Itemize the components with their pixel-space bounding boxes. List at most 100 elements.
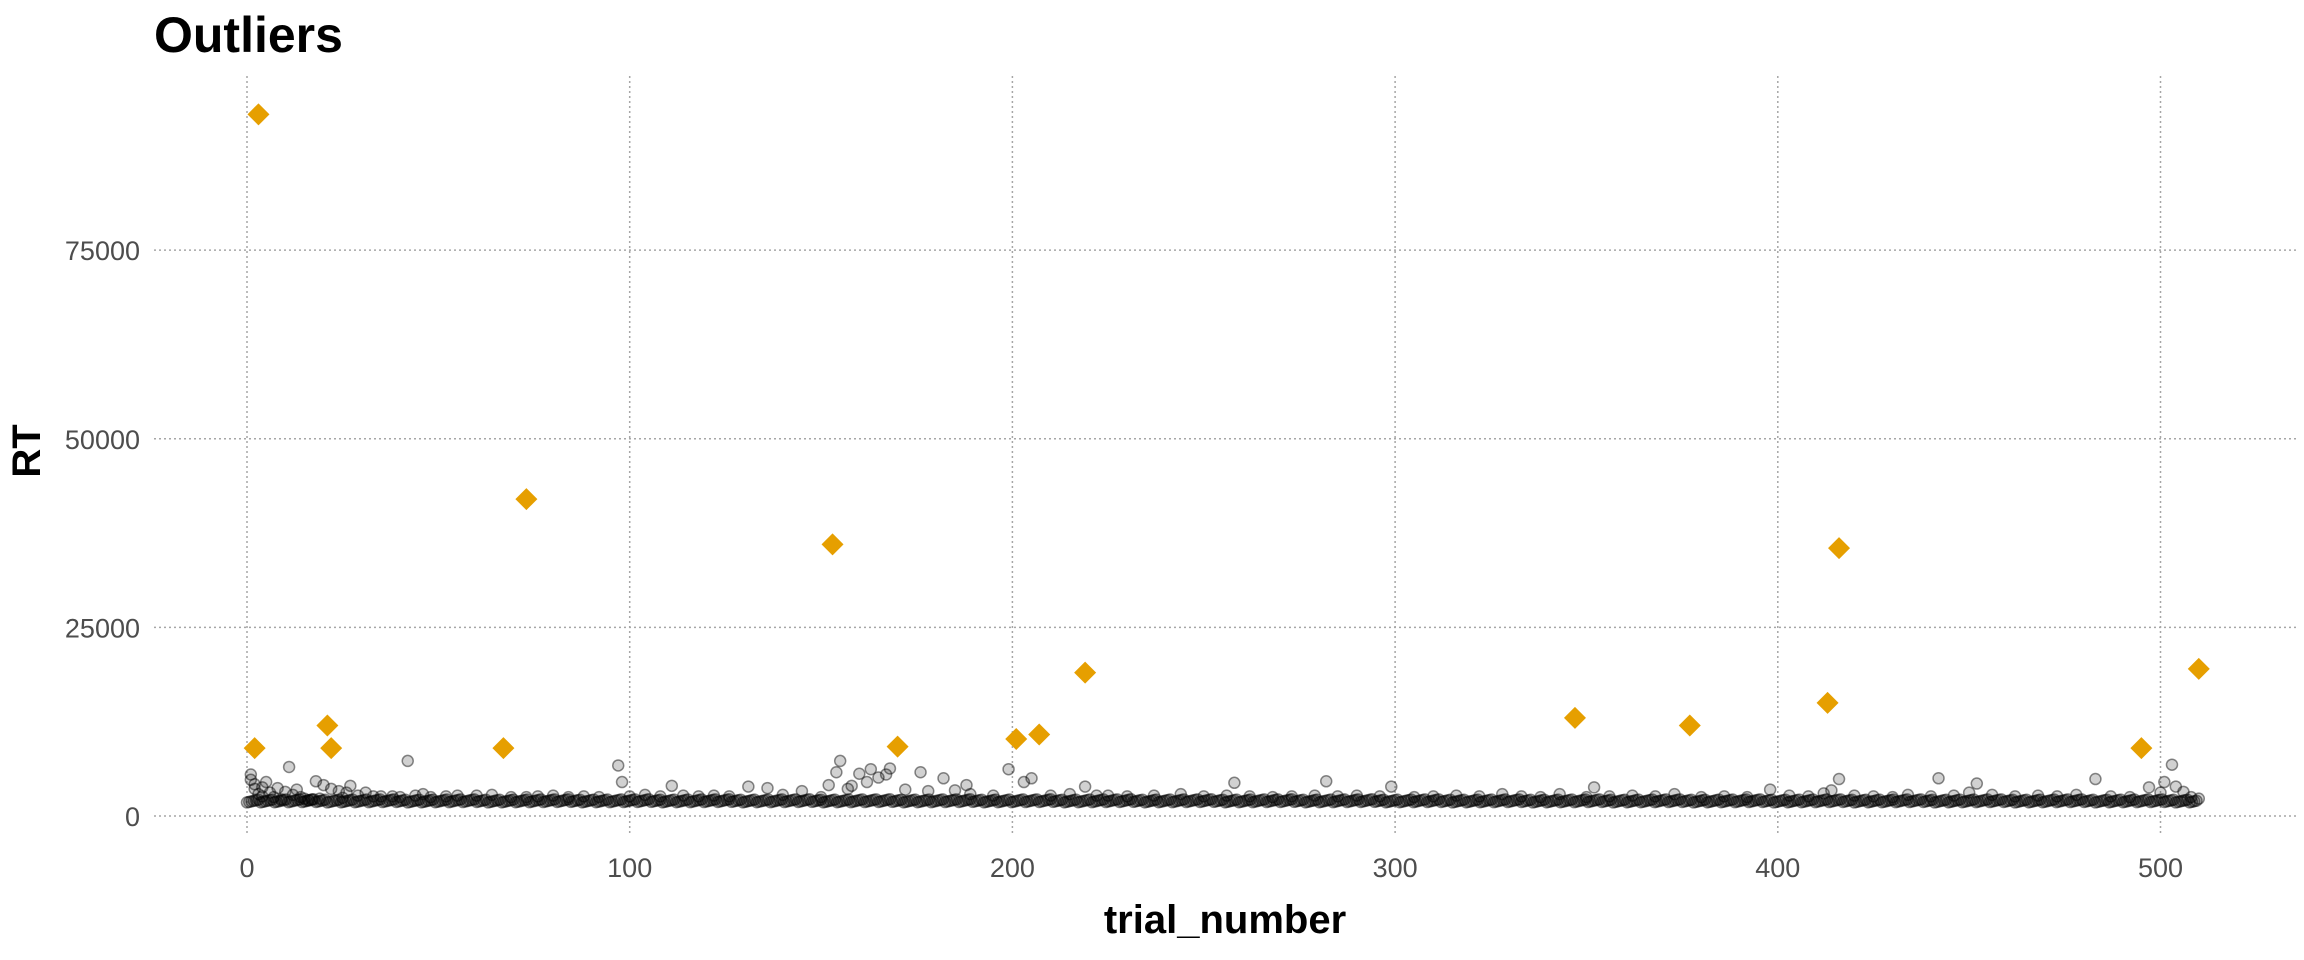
- baseline-point: [553, 795, 566, 808]
- baseline-point: [2114, 793, 2127, 806]
- baseline-point: [1042, 793, 1055, 807]
- outlier-point: [2130, 737, 2153, 760]
- data-point: [1603, 790, 1616, 803]
- baseline-point: [1083, 793, 1096, 806]
- baseline-point: [541, 794, 555, 808]
- baseline-point: [1687, 796, 1700, 809]
- baseline-point: [1930, 795, 1944, 809]
- baseline-point: [1896, 794, 1909, 807]
- baseline-point: [2082, 794, 2095, 808]
- baseline-point: [1023, 794, 1037, 808]
- baseline-point: [1976, 794, 1990, 807]
- baseline-point: [881, 793, 894, 807]
- baseline-point: [805, 795, 819, 809]
- data-point: [1668, 787, 1681, 801]
- baseline-point: [378, 795, 392, 808]
- baseline-point: [1960, 794, 1974, 808]
- baseline-point: [991, 795, 1005, 809]
- data-point: [282, 760, 296, 774]
- baseline-point: [826, 793, 839, 807]
- baseline-point: [1464, 794, 1478, 808]
- baseline-point: [1712, 793, 1726, 806]
- data-point: [409, 789, 422, 802]
- baseline-point: [1324, 793, 1338, 806]
- baseline-point: [968, 795, 982, 808]
- baseline-point: [2038, 795, 2052, 808]
- baseline-point: [626, 793, 640, 807]
- baseline-point: [718, 794, 731, 807]
- baseline-point: [1923, 794, 1937, 807]
- baseline-point: [1299, 796, 1312, 809]
- baseline-point: [713, 795, 727, 808]
- data-point: [707, 789, 721, 802]
- baseline-point: [1076, 794, 1090, 808]
- data-point: [898, 783, 912, 796]
- baseline-point: [828, 793, 842, 806]
- data-point: [921, 784, 935, 798]
- baseline-point: [1887, 793, 1900, 806]
- baseline-point: [1735, 794, 1749, 807]
- baseline-point: [1104, 794, 1117, 808]
- baseline-point: [2135, 794, 2148, 808]
- baseline-point: [1871, 793, 1884, 807]
- baseline-point: [952, 795, 966, 809]
- data-point: [1717, 790, 1731, 803]
- baseline-point: [1441, 794, 1455, 807]
- baseline-point: [1882, 794, 1896, 807]
- baseline-point: [1914, 793, 1928, 806]
- data-point: [872, 771, 885, 784]
- baseline-point: [1473, 795, 1487, 809]
- baseline-point: [348, 795, 362, 809]
- data-point: [1243, 790, 1256, 803]
- data-point: [1101, 789, 1115, 802]
- baseline-point: [1531, 795, 1544, 808]
- data-point: [864, 762, 878, 776]
- baseline-point: [461, 794, 474, 808]
- baseline-point: [1326, 795, 1340, 809]
- baseline-point: [1035, 795, 1048, 808]
- baseline-point: [1613, 794, 1627, 808]
- baseline-point: [1806, 793, 1820, 806]
- baseline-point: [472, 795, 486, 808]
- baseline-point: [1466, 794, 1480, 807]
- data-point: [2184, 790, 2198, 804]
- baseline-point: [1556, 795, 1569, 808]
- baseline-point: [369, 794, 382, 807]
- baseline-point: [615, 793, 628, 806]
- baseline-point: [288, 794, 302, 807]
- baseline-point: [1496, 793, 1510, 807]
- baseline-point: [679, 793, 692, 807]
- y-tick-label: 25000: [65, 613, 140, 643]
- baseline-point: [2036, 795, 2049, 809]
- baseline-point: [849, 794, 862, 808]
- baseline-point: [1175, 793, 1188, 807]
- baseline-point: [1524, 793, 1537, 807]
- baseline-point: [1147, 793, 1161, 807]
- baseline-point: [1820, 793, 1834, 806]
- data-point: [1473, 790, 1486, 803]
- x-tick-label: 200: [990, 853, 1035, 883]
- baseline-point: [1058, 796, 1071, 809]
- baseline-point: [1698, 793, 1712, 806]
- baseline-point: [364, 795, 378, 808]
- baseline-point: [571, 793, 584, 807]
- baseline-point: [1538, 793, 1551, 806]
- baseline-point: [1255, 793, 1269, 807]
- baseline-point: [1818, 793, 1831, 807]
- baseline-point: [1701, 796, 1714, 809]
- baseline-point: [1515, 795, 1528, 809]
- baseline-point: [876, 794, 890, 808]
- baseline-point: [1972, 795, 1985, 808]
- data-point: [485, 788, 499, 802]
- baseline-point: [1099, 795, 1113, 809]
- baseline-point: [686, 795, 699, 808]
- data-point: [914, 765, 927, 779]
- baseline-point: [2107, 794, 2121, 808]
- baseline-point: [1494, 794, 1507, 807]
- data-point: [2177, 785, 2190, 799]
- baseline-point: [1315, 795, 1328, 808]
- baseline-point: [1673, 793, 1687, 806]
- baseline-point: [298, 795, 311, 808]
- data-point: [336, 791, 349, 805]
- data-point: [546, 789, 560, 802]
